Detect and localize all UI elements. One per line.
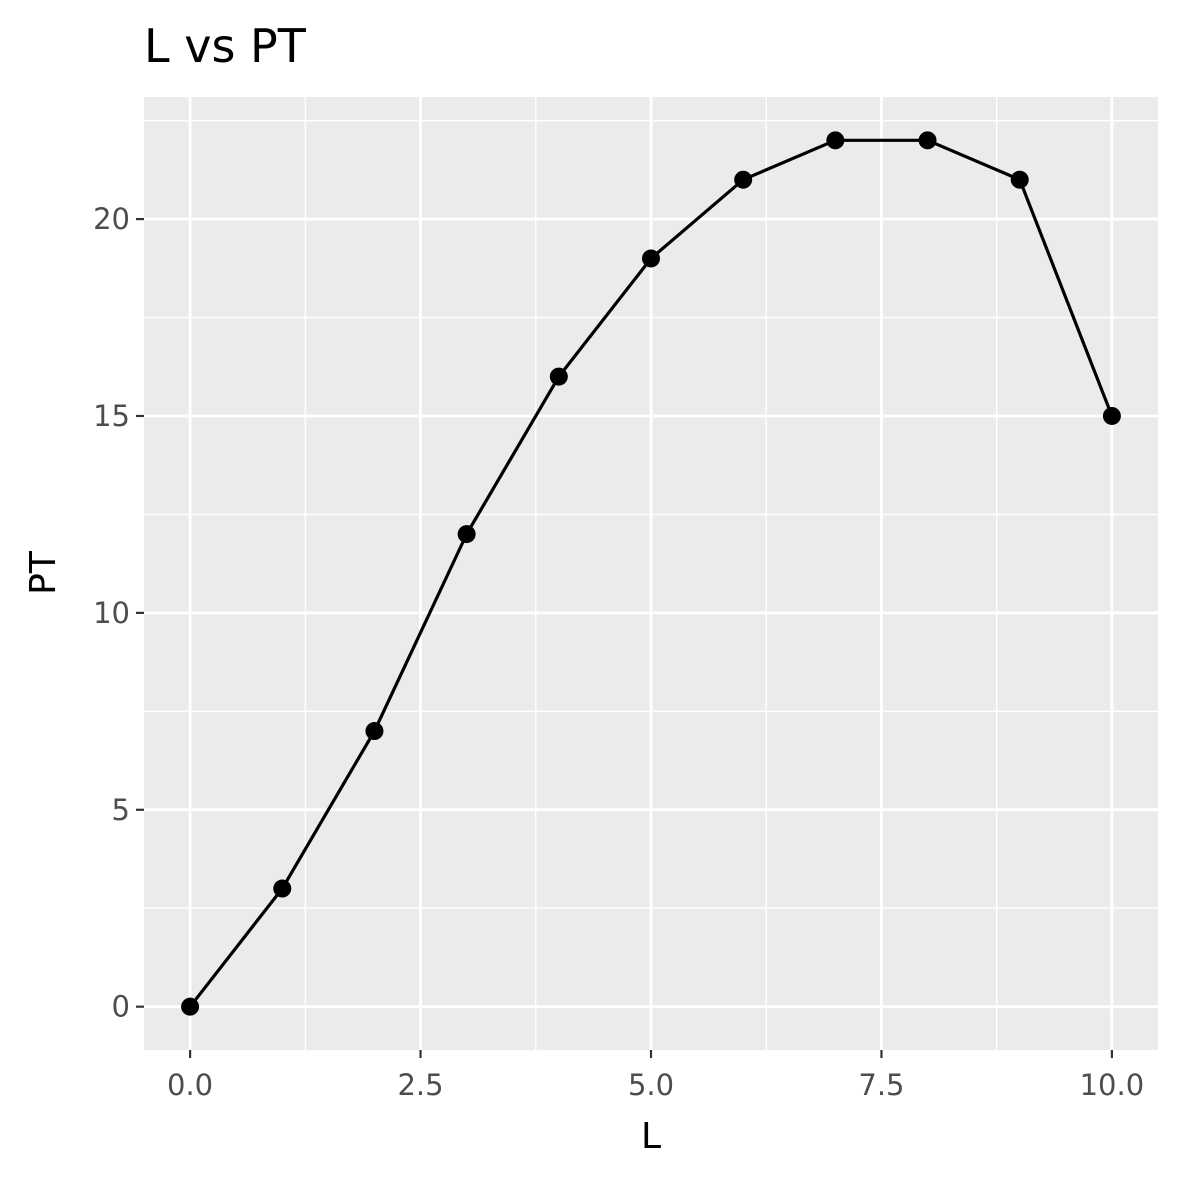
- data-point: [273, 879, 292, 898]
- x-tick-label: 0.0: [167, 1068, 213, 1102]
- data-point: [457, 525, 476, 544]
- data-point: [1010, 170, 1029, 189]
- chart-title: L vs PT: [144, 19, 307, 73]
- x-tick-label: 5.0: [628, 1068, 674, 1102]
- y-tick-label: 5: [112, 793, 130, 827]
- x-tick-label: 7.5: [858, 1068, 904, 1102]
- series-pt: [181, 131, 1121, 1016]
- data-point: [642, 249, 660, 268]
- y-tick-label: 0: [112, 990, 130, 1024]
- x-axis: 0.0 2.5 5.0 7.5 10.0: [167, 1050, 1144, 1102]
- data-point: [365, 722, 384, 741]
- y-tick-label: 20: [93, 202, 130, 236]
- y-axis-title: PT: [23, 550, 64, 595]
- y-tick-label: 15: [93, 399, 130, 433]
- data-point: [549, 367, 568, 386]
- y-tick-label: 10: [93, 596, 130, 630]
- x-axis-title: L: [641, 1116, 661, 1157]
- y-axis: 0 5 10 15 20: [93, 202, 144, 1024]
- data-point: [734, 170, 753, 189]
- data-point: [826, 131, 845, 150]
- x-tick-label: 10.0: [1080, 1068, 1145, 1102]
- major-gridlines: [144, 97, 1158, 1050]
- data-point: [918, 131, 937, 150]
- x-tick-label: 2.5: [397, 1068, 443, 1102]
- data-point: [181, 997, 200, 1016]
- data-point: [1102, 406, 1121, 425]
